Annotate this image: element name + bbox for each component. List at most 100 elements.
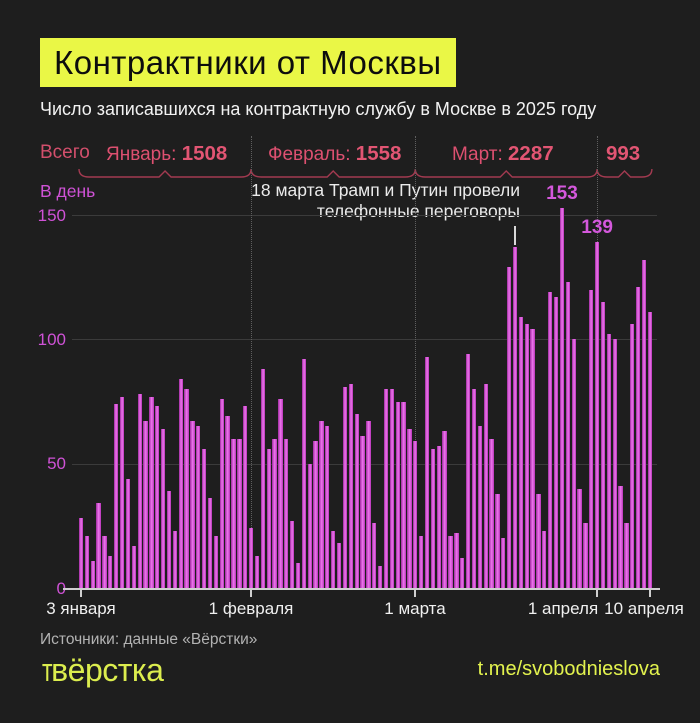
bar-day-51: [372, 523, 377, 588]
month-total-value: 2287: [508, 142, 554, 165]
bar-day-4: [96, 503, 101, 588]
monthly-total-3: Март: 2287: [452, 142, 554, 166]
gridline-150: [72, 215, 657, 216]
bar-day-36: [284, 438, 289, 588]
bar-day-87: [583, 523, 588, 588]
bar-day-17: [172, 530, 177, 588]
bar-day-1: [78, 518, 84, 588]
totals-label: Всего: [40, 142, 90, 163]
bar-day-80: [542, 530, 547, 588]
bar-day-24: [213, 535, 219, 588]
bar-day-13: [149, 396, 154, 588]
bar-day-49: [360, 436, 365, 588]
bar-day-15: [160, 428, 166, 588]
bar-day-95: [630, 324, 635, 588]
x-axis-label-2: 1 марта: [384, 599, 446, 618]
bar-day-39: [301, 359, 307, 588]
bar-day-35: [278, 399, 283, 588]
bar-day-37: [289, 520, 295, 588]
bar-day-25: [219, 399, 224, 588]
source-note: Источники: данные «Вёрстки»: [40, 631, 258, 648]
bar-day-29: [243, 406, 248, 588]
bar-day-38: [295, 563, 301, 588]
bar-day-82: [553, 297, 559, 588]
bar-day-19: [184, 389, 189, 588]
chart-subtitle: Число записавшихся на контрактную службу…: [40, 99, 597, 119]
bar-day-50: [366, 421, 371, 588]
month-separator-2: [415, 136, 417, 588]
x-axis-label-4: 10 апреля: [604, 599, 684, 618]
bar-day-31: [254, 555, 260, 588]
bar-day-58: [413, 441, 418, 588]
bar-day-6: [108, 555, 113, 588]
bar-day-56: [401, 401, 406, 588]
bar-day-61: [430, 448, 436, 588]
month-total-value: 1558: [355, 142, 402, 165]
x-axis-label-3: 1 апреля: [527, 599, 599, 618]
per-day-label: В день: [40, 181, 96, 201]
bar-day-59: [419, 535, 424, 588]
bar-day-94: [624, 523, 629, 588]
bar-day-33: [266, 448, 271, 588]
annotation-line2: телефонные переговоры: [316, 201, 520, 221]
bar-day-5: [102, 535, 107, 588]
bar-day-93: [618, 486, 623, 588]
x-tick-3: [596, 590, 599, 597]
bar-day-42: [319, 421, 324, 588]
bar-day-48: [354, 413, 359, 588]
month-total-value: 1508: [181, 142, 228, 165]
monthly-total-4: 993: [606, 142, 640, 166]
page-title: Контрактники от Москвы: [40, 38, 456, 87]
bar-day-11: [137, 394, 142, 588]
bar-day-55: [395, 401, 400, 588]
bar-day-45: [336, 543, 342, 588]
bar-day-21: [196, 426, 201, 588]
bar-day-54: [389, 389, 394, 588]
bar-day-14: [155, 406, 160, 588]
bar-day-2: [84, 535, 89, 588]
bar-day-66: [460, 558, 465, 588]
bar-day-70: [483, 384, 488, 588]
annotation-pointer-line: [514, 226, 516, 246]
y-axis-label-0: 0: [56, 578, 66, 598]
bar-day-78: [530, 329, 535, 588]
bar-day-9: [125, 478, 131, 588]
bar-day-71: [489, 438, 494, 588]
bar-day-43: [325, 426, 330, 588]
y-axis-label-150: 150: [37, 205, 66, 225]
bar-day-73: [501, 538, 506, 588]
monthly-total-1: Январь: 1508: [106, 142, 227, 166]
verstka-logo: твёрстка: [40, 652, 164, 689]
telegram-link[interactable]: t.me/svobodnieslova: [477, 658, 660, 680]
monthly-total-2: Февраль: 1558: [268, 142, 401, 166]
bar-day-52: [377, 565, 383, 588]
bar-day-85: [571, 339, 576, 588]
x-tick-1: [250, 590, 253, 597]
bar-day-75: [512, 247, 518, 588]
bar-day-91: [606, 334, 611, 588]
bar-day-86: [577, 488, 582, 588]
gridline-100: [72, 339, 657, 341]
bar-day-83: [559, 207, 565, 588]
bar-day-76: [518, 316, 524, 588]
bar-day-10: [131, 545, 136, 588]
month-name: Февраль:: [268, 144, 356, 165]
bar-day-72: [495, 493, 500, 588]
bar-day-74: [506, 267, 512, 588]
bar-day-81: [548, 292, 553, 588]
bar-day-26: [225, 416, 230, 588]
bar-day-79: [536, 493, 541, 588]
bar-day-28: [237, 438, 242, 588]
bar-day-92: [612, 339, 617, 588]
chart-annotation: 18 марта Трамп и Путин провели телефонны…: [180, 180, 520, 222]
bar-day-84: [565, 282, 570, 588]
bar-day-60: [424, 356, 430, 588]
bar-day-63: [442, 431, 447, 588]
month-separator-1: [251, 136, 253, 588]
bar-day-27: [231, 438, 236, 588]
bar-day-69: [477, 426, 482, 588]
bar-day-16: [166, 491, 172, 588]
bar-day-65: [454, 533, 459, 588]
bar-day-7: [114, 403, 119, 588]
